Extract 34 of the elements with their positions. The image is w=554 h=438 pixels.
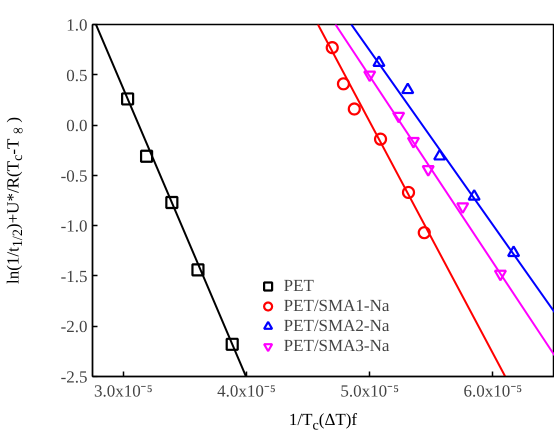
legend-label: PET/SMA1-Na — [284, 296, 390, 316]
y-tick-label: -1.0 — [60, 216, 88, 236]
legend-label: PET/SMA3-Na — [284, 336, 390, 356]
y-tick-label: 0.0 — [66, 116, 88, 136]
legend-label: PET — [284, 276, 314, 296]
point — [363, 70, 376, 82]
point — [140, 150, 154, 163]
y-tick-label: -1.5 — [60, 266, 88, 286]
point — [348, 102, 361, 116]
y-tick-label: -2.5 — [60, 368, 88, 386]
y-tick-label: 0.5 — [66, 66, 88, 85]
point — [165, 196, 178, 210]
point — [456, 202, 470, 214]
point — [374, 132, 388, 146]
y-tick-label: -0.5 — [60, 166, 88, 186]
point — [422, 165, 435, 177]
point — [418, 226, 431, 240]
x-tick-label: 3.0x10⁻⁵ — [94, 382, 153, 400]
point — [392, 112, 406, 124]
point — [226, 338, 239, 351]
y-tick-label: -2.0 — [60, 317, 88, 336]
x-tick-label: 6.0x10⁻⁵ — [464, 382, 522, 400]
point — [191, 263, 205, 276]
point — [326, 41, 339, 54]
point — [121, 92, 134, 106]
legend-label: PET/SMA2-Na — [284, 316, 390, 336]
y-tick-label: 1.0 — [66, 16, 88, 34]
point — [336, 77, 350, 90]
point — [406, 136, 420, 149]
x-tick-label: 4.0x10⁻⁵ — [217, 382, 276, 400]
point — [494, 270, 508, 282]
point — [402, 186, 416, 200]
x-tick-label: 5.0x10⁻⁵ — [340, 382, 400, 400]
x-axis-title: 1/T$_{c}$(ΔT)f — [288, 409, 358, 436]
